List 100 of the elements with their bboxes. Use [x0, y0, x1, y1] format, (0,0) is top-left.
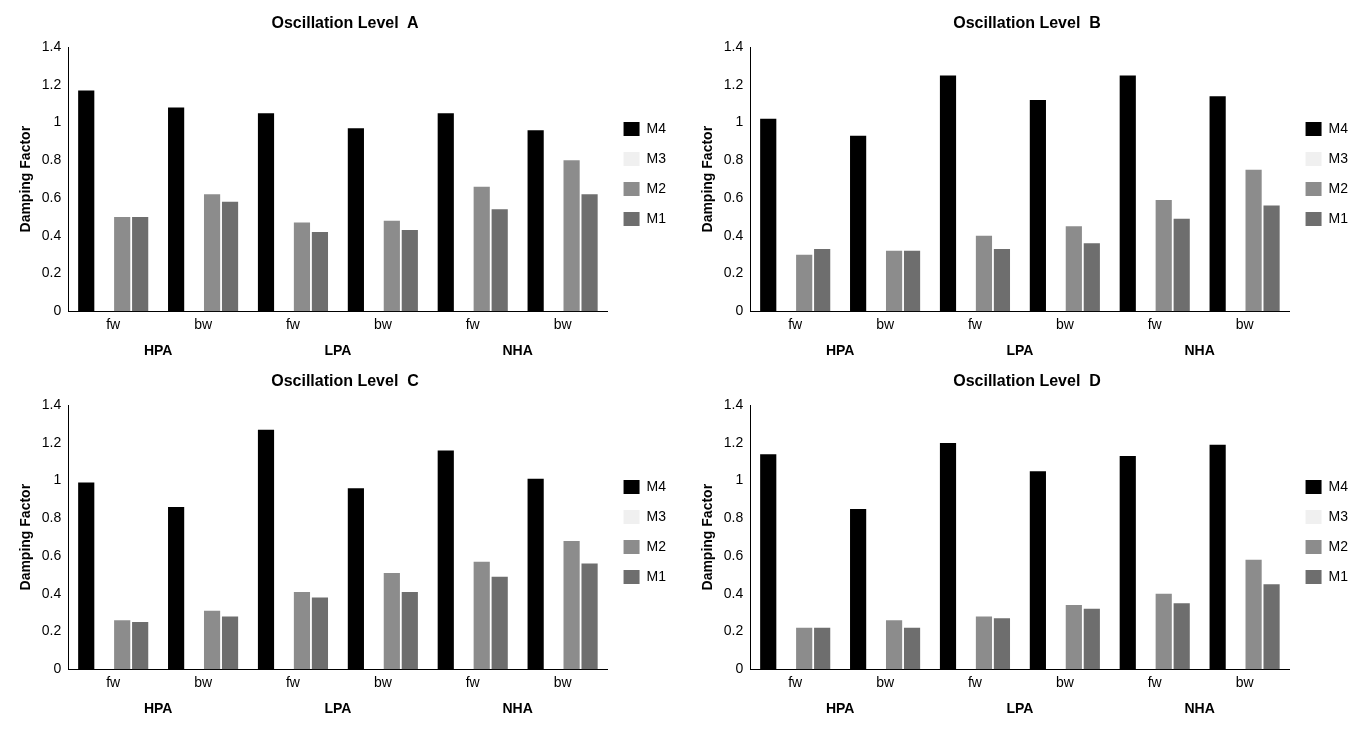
y-tick-label: 1.2 — [41, 433, 62, 450]
bar — [814, 627, 831, 670]
bar — [203, 610, 221, 670]
y-tick-label: 1.2 — [723, 433, 744, 450]
x-tick-label: bw — [876, 674, 895, 691]
bar — [796, 254, 813, 312]
bar — [885, 250, 903, 312]
bar — [975, 235, 993, 312]
bar — [132, 622, 149, 670]
y-tick-label: 0.4 — [41, 226, 62, 243]
bar — [221, 616, 239, 670]
x-tick-label: fw — [788, 316, 804, 333]
x-tick-label: bw — [194, 316, 213, 333]
legend-label: M3 — [646, 507, 667, 524]
bar — [814, 248, 831, 312]
bar — [993, 248, 1011, 312]
bar — [581, 194, 598, 312]
text: LPA — [1006, 341, 1034, 358]
y-tick-label: 0.6 — [723, 546, 744, 563]
x-tick-label: fw — [285, 674, 301, 691]
y-axis-title: Damping Factor — [17, 483, 34, 591]
legend-label: M2 — [1328, 537, 1349, 554]
bar — [1245, 559, 1262, 670]
y-tick-label: 0.2 — [723, 264, 744, 281]
legend-label: M2 — [646, 537, 667, 554]
bar — [221, 201, 239, 312]
bar — [473, 186, 490, 312]
bar — [311, 232, 329, 312]
y-tick-label: 0.6 — [41, 188, 62, 205]
y-axis-title: Damping Factor — [699, 125, 716, 233]
bar — [1245, 169, 1262, 312]
legend-label: M1 — [1328, 209, 1349, 226]
y-tick-label: 1.4 — [41, 38, 62, 55]
y-tick-label: 0.8 — [723, 509, 744, 526]
bar — [885, 620, 903, 670]
bar — [491, 209, 508, 312]
y-tick-label: 0.2 — [41, 622, 62, 639]
y-tick-label: 0.6 — [41, 546, 62, 563]
x-tick-label: bw — [1235, 316, 1255, 333]
text: HPA — [825, 341, 855, 358]
y-tick-label: 0.8 — [41, 151, 62, 168]
bar — [311, 597, 329, 670]
bar — [1065, 605, 1082, 670]
y-tick-label: 1 — [735, 471, 744, 488]
x-tick-label: bw — [194, 674, 213, 691]
y-tick-label: 0.8 — [41, 509, 62, 526]
x-tick-label: bw — [373, 316, 393, 333]
text: LPA — [1006, 699, 1034, 716]
y-tick-label: 1 — [53, 471, 62, 488]
y-tick-label: 0.4 — [723, 584, 744, 601]
x-tick-label: fw — [465, 674, 481, 691]
y-tick-label: 0.8 — [723, 151, 744, 168]
legend-label: M1 — [646, 567, 667, 584]
y-tick-label: 1.4 — [723, 396, 744, 413]
bar — [1263, 205, 1280, 312]
legend-label: M1 — [1328, 567, 1349, 584]
legend-label: M3 — [646, 149, 667, 166]
y-tick-label: 1.4 — [723, 38, 744, 55]
legend-label: M3 — [1328, 149, 1349, 166]
bar — [903, 627, 921, 670]
y-axis-title: Damping Factor — [17, 125, 34, 233]
y-tick-label: 1.2 — [723, 75, 744, 92]
legend-label: M1 — [646, 209, 667, 226]
bar — [203, 194, 221, 312]
legend-label: M2 — [646, 179, 667, 196]
y-tick-label: 0.6 — [723, 188, 744, 205]
text: NHA — [502, 341, 533, 358]
x-tick-label: fw — [465, 316, 481, 333]
x-tick-label: fw — [967, 316, 983, 333]
bar — [114, 216, 131, 312]
x-tick-label: fw — [1147, 316, 1163, 333]
text: NHA — [1184, 699, 1215, 716]
bar — [491, 576, 508, 670]
bar — [1263, 584, 1280, 670]
text: HPA — [143, 699, 173, 716]
bar — [401, 230, 418, 312]
text: LPA — [324, 699, 352, 716]
bar — [796, 627, 813, 670]
text: NHA — [502, 699, 533, 716]
y-tick-label: 0 — [735, 660, 744, 677]
bar — [114, 620, 131, 670]
bar — [293, 591, 311, 670]
y-tick-label: 1 — [53, 113, 62, 130]
bar — [1173, 603, 1190, 670]
bar — [1155, 199, 1172, 312]
y-tick-label: 0 — [53, 302, 62, 319]
y-tick-label: 0.2 — [41, 264, 62, 281]
y-tick-label: 0.2 — [723, 622, 744, 639]
y-tick-label: 1 — [735, 113, 744, 130]
y-tick-label: 0 — [53, 660, 62, 677]
y-tick-label: 1.2 — [41, 75, 62, 92]
legend-label: M4 — [1328, 477, 1349, 494]
legend-label: M3 — [1328, 507, 1349, 524]
legend-label: M4 — [646, 119, 667, 136]
bar — [383, 573, 400, 670]
text: HPA — [143, 341, 173, 358]
x-tick-label: fw — [1147, 674, 1163, 691]
y-tick-label: 0.4 — [41, 584, 62, 601]
bar — [1155, 593, 1172, 670]
chart-title: Oscillation Level D — [953, 372, 1101, 390]
